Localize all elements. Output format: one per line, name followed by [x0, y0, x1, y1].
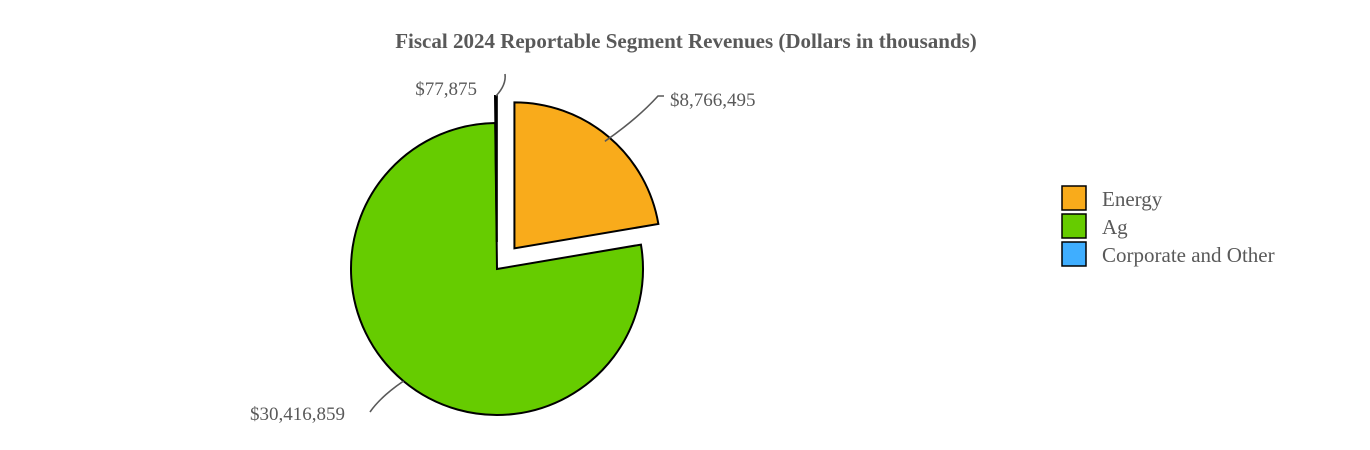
legend-swatch-ag: [1061, 213, 1087, 239]
legend-item-corporate-and-other: Corporate and Other: [1061, 241, 1275, 267]
legend-swatch-energy: [1061, 185, 1087, 211]
legend: Energy Ag Corporate and Other: [1061, 185, 1275, 267]
data-label-corporate-and-other: $77,875: [415, 79, 477, 100]
data-label-ag: $30,416,859: [250, 404, 345, 425]
legend-label-energy: Energy: [1102, 187, 1163, 211]
legend-label-ag: Ag: [1102, 215, 1128, 239]
leader-line-energy: [604, 95, 664, 142]
slice-energy: [513, 101, 660, 250]
chart-title: Fiscal 2024 Reportable Segment Revenues …: [395, 29, 977, 53]
leader-line-ag: [369, 380, 404, 413]
slice-ag: [350, 121, 644, 416]
legend-item-energy: Energy: [1061, 185, 1163, 211]
legend-swatch-corporate-and-other: [1061, 241, 1087, 267]
leader-line-corporate-and-other: [495, 73, 506, 97]
data-label-energy: $8,766,495: [670, 90, 756, 111]
data-labels: $8,766,495 $30,416,859 $77,875: [250, 73, 756, 425]
pie-slices: [350, 95, 660, 416]
legend-label-corporate-and-other: Corporate and Other: [1102, 243, 1275, 267]
legend-item-ag: Ag: [1061, 213, 1128, 239]
